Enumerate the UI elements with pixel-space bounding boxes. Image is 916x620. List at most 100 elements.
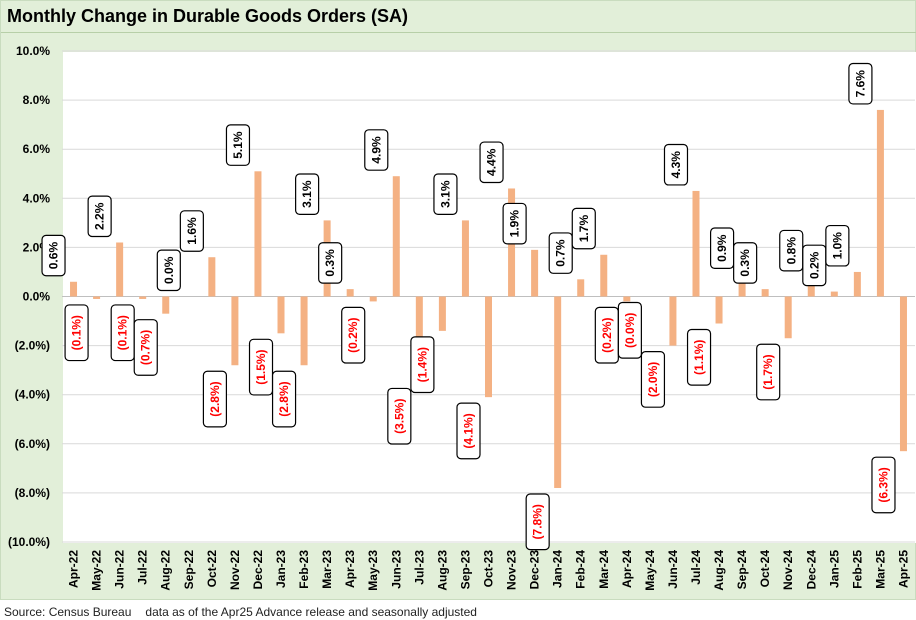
x-tick-label: Apr-25 [896,550,910,588]
bar [554,296,562,488]
y-tick-label: 8.0% [23,93,51,107]
x-tick-label: Feb-25 [850,550,864,589]
data-label-text: 0.0% [162,256,176,284]
bar [577,279,585,297]
x-tick-label: Apr-23 [343,550,357,588]
bar [600,254,608,297]
x-tick-label: Oct-23 [482,550,496,588]
data-label: (2.0%) [640,350,666,408]
bar [692,190,700,297]
bar [853,271,861,297]
data-label-box [341,306,366,364]
data-label-text: (0.1%) [70,315,84,350]
bar [623,296,631,302]
data-label: (0.1%) [64,304,89,362]
data-label: 3.1% [433,173,458,215]
x-tick-label: Nov-24 [781,550,795,590]
data-label-box [825,224,850,267]
bar [669,296,677,346]
data-label: (0.2%) [341,306,366,364]
bar [392,176,400,297]
data-label-box [225,124,251,166]
data-label: (3.5%) [387,387,412,445]
bar [116,242,124,297]
bar [277,296,285,334]
bar [346,289,354,297]
data-label: 1.9% [502,202,527,245]
data-label: 0.8% [779,229,804,272]
x-tick-label: Jul-24 [689,550,703,585]
data-label-text: 4.9% [369,136,383,164]
data-label-text: (1.5%) [254,349,268,384]
x-tick-label: Jun-23 [389,550,403,589]
bar [715,296,723,324]
data-label-box [271,370,297,428]
x-tick-label: Jul-22 [136,550,150,585]
x-tick-label: Jun-24 [666,550,680,589]
x-tick-label: Jan-23 [274,550,288,588]
data-label-text: 1.0% [830,232,844,260]
data-label: 3.1% [295,173,320,215]
data-label: 0.2% [802,244,827,287]
bar [139,296,147,299]
data-label-text: 0.8% [784,237,798,265]
bar [531,249,539,297]
data-label-text: (6.3%) [876,467,890,502]
data-label: 0.6% [41,234,66,277]
data-label: 0.0% [156,249,181,292]
data-label-box [41,234,66,277]
data-label: 4.3% [663,143,689,186]
data-label-text: 2.2% [93,202,107,230]
data-label-box [456,402,481,460]
data-label-text: 0.9% [715,234,729,262]
data-label-box [202,370,228,428]
data-label: 5.1% [225,124,251,166]
x-tick-label: Sep-23 [458,550,472,590]
bar [93,296,101,299]
data-label: (1.4%) [410,336,435,394]
data-label-text: (0.0%) [623,313,637,348]
data-label-box [640,350,666,408]
x-tick-label: Oct-24 [758,550,772,588]
data-label: 0.3% [733,242,758,284]
data-label-text: 1.7% [577,215,591,243]
data-label-text: (7.8%) [531,504,545,539]
data-label-text: 0.7% [554,239,568,267]
data-label: 0.9% [709,227,735,270]
x-tick-label: Mar-25 [873,550,887,589]
y-tick-label: (4.0%) [15,388,50,402]
data-label-text: (0.1%) [116,315,130,350]
data-label-text: 0.3% [738,249,752,277]
data-label-text: 5.1% [231,131,245,159]
chart-title: Monthly Change in Durable Goods Orders (… [7,6,409,26]
x-tick-label: Nov-22 [228,550,242,590]
data-label-box [663,143,689,186]
bar [70,281,78,297]
x-tick-label: Dec-23 [528,550,542,590]
data-label-text: (2.0%) [646,362,660,397]
x-tick-label: Aug-22 [159,550,173,591]
data-label-box [179,210,204,252]
data-label-box [871,456,896,514]
x-tick-label: Aug-23 [435,550,449,591]
data-label-text: (0.2%) [346,318,360,353]
data-label-box [686,328,712,386]
data-label: 1.7% [571,207,596,250]
data-label-text: 0.6% [47,242,61,270]
x-tick-label: Dec-22 [251,550,265,590]
y-tick-label: (10.0%) [8,535,50,549]
data-label-text: 1.6% [185,217,199,245]
data-label-box [433,173,458,215]
data-label-box [756,343,781,401]
x-tick-label: Jul-23 [412,550,426,585]
data-label-text: 0.2% [807,251,821,279]
data-label-box [387,387,412,445]
data-label: 7.6% [848,62,873,105]
x-tick-label: Mar-24 [597,550,611,589]
data-label-text: 7.6% [853,70,867,98]
x-tick-label: Dec-24 [804,550,818,590]
data-label-box [848,62,873,105]
data-label-text: (0.7%) [139,330,153,365]
x-tick-label: Feb-23 [297,550,311,589]
data-label-box [410,336,435,394]
